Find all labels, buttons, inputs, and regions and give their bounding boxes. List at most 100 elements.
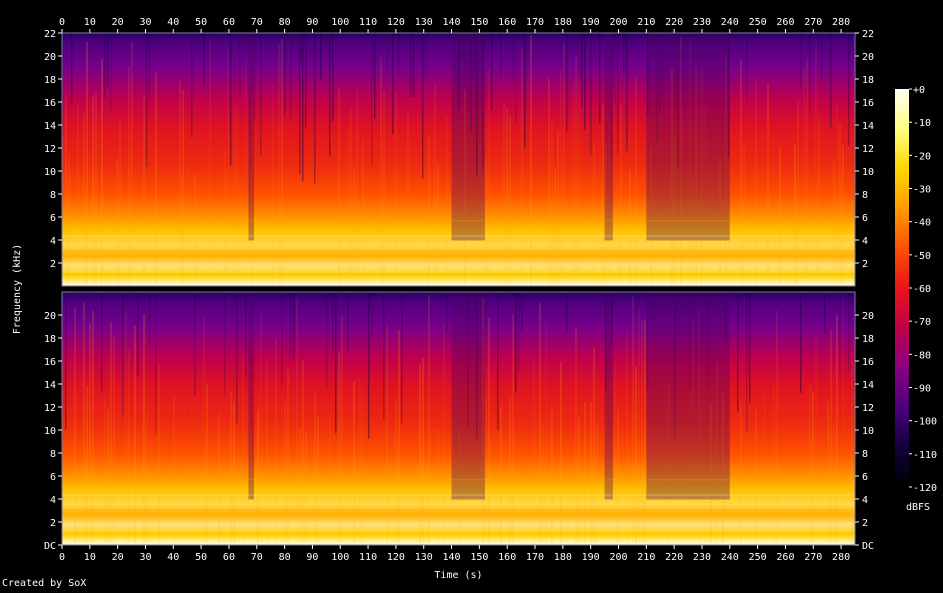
- x-tick-label-top: 250: [749, 17, 767, 28]
- y-tick-label-right: 16: [862, 357, 874, 368]
- x-tick-label-bottom: 100: [331, 552, 349, 563]
- y-tick-label-left: 8: [50, 449, 56, 460]
- y-tick-label-right: 12: [862, 403, 874, 414]
- channel-panel-2: [61, 291, 856, 546]
- x-tick-label-bottom: 130: [415, 552, 433, 563]
- x-tick-label-bottom: 280: [832, 552, 850, 563]
- colorbar-tick-label: -100: [913, 417, 937, 428]
- quiet-segments: [248, 292, 730, 500]
- x-tick-label-bottom: 10: [84, 552, 96, 563]
- x-tick-label-top: 120: [387, 17, 405, 28]
- x-tick-label-top: 10: [84, 17, 96, 28]
- x-tick-label-top: 60: [223, 17, 235, 28]
- y-tick-label-right: 6: [862, 213, 868, 224]
- x-tick-label-top: 150: [470, 17, 488, 28]
- y-tick-label-right: 22: [862, 29, 874, 40]
- y-tick-label-right: 12: [862, 144, 874, 155]
- x-tick-label-top: 90: [306, 17, 318, 28]
- x-tick-label-bottom: 60: [223, 552, 235, 563]
- y-tick-label-left: 2: [50, 259, 56, 270]
- x-tick-label-bottom: 0: [59, 552, 65, 563]
- x-tick-label-top: 220: [665, 17, 683, 28]
- y-tick-label-right: 10: [862, 167, 874, 178]
- y-tick-label-right: 6: [862, 472, 868, 483]
- y-tick-label-right: 2: [862, 518, 868, 529]
- y-tick-label-left: 12: [44, 144, 56, 155]
- y-tick-label-left: 6: [50, 213, 56, 224]
- colorbar-tick-label: -40: [913, 218, 931, 229]
- x-tick-label-bottom: 110: [359, 552, 377, 563]
- y-tick-label-right: 20: [862, 52, 874, 63]
- x-tick-label-top: 270: [804, 17, 822, 28]
- x-tick-label-bottom: 210: [637, 552, 655, 563]
- x-tick-label-bottom: 260: [776, 552, 794, 563]
- panel-frame: [61, 32, 856, 287]
- x-tick-label-bottom: 220: [665, 552, 683, 563]
- colorbar-tick-label: -20: [913, 151, 931, 162]
- y-tick-label-right: DC: [862, 541, 874, 552]
- x-tick-label-bottom: 230: [693, 552, 711, 563]
- channel-panel-1: [61, 32, 856, 287]
- x-tick-label-top: 190: [582, 17, 600, 28]
- y-tick-label-left: 16: [44, 98, 56, 109]
- y-tick-label-left: 20: [44, 311, 56, 322]
- x-tick-label-bottom: 190: [582, 552, 600, 563]
- x-tick-label-top: 280: [832, 17, 850, 28]
- colorbar-tick-label: -50: [913, 251, 931, 262]
- x-tick-label-top: 30: [139, 17, 151, 28]
- x-tick-label-top: 200: [609, 17, 627, 28]
- x-tick-label-bottom: 80: [279, 552, 291, 563]
- x-tick-label-bottom: 140: [443, 552, 461, 563]
- x-tick-label-top: 110: [359, 17, 377, 28]
- x-tick-label-top: 230: [693, 17, 711, 28]
- y-tick-label-right: 4: [862, 236, 868, 247]
- y-axis-right-ch1: 22 20 18 16 14 12 10 8 6 4 2: [855, 29, 874, 270]
- y-axis-title: Frequency (kHz): [12, 244, 23, 334]
- colorbar-tick-label: -70: [913, 317, 931, 328]
- x-tick-label-top: 50: [195, 17, 207, 28]
- x-tick-label-bottom: 240: [721, 552, 739, 563]
- y-tick-label-left: 10: [44, 167, 56, 178]
- x-tick-label-top: 160: [498, 17, 516, 28]
- x-tick-label-bottom: 40: [167, 552, 179, 563]
- y-axis-left-ch1: 22 20 18 16 14 12 10 8 6 4 2: [44, 29, 62, 270]
- y-tick-label-left: DC: [44, 541, 56, 552]
- y-tick-label-left: 14: [44, 380, 56, 391]
- x-tick-label-top: 20: [112, 17, 124, 28]
- colorbar-tick-label: -30: [913, 185, 931, 196]
- y-axis-right-ch2: 20 18 16 14 12 10 8 6 4 2 DC: [855, 311, 874, 552]
- y-tick-label-right: 14: [862, 380, 874, 391]
- x-tick-label-bottom: 30: [139, 552, 151, 563]
- x-tick-label-top: 100: [331, 17, 349, 28]
- y-tick-label-left: 4: [50, 495, 56, 506]
- x-tick-label-bottom: 90: [306, 552, 318, 563]
- x-tick-label-bottom: 70: [251, 552, 263, 563]
- y-tick-label-left: 16: [44, 357, 56, 368]
- y-tick-label-left: 4: [50, 236, 56, 247]
- colorbar-tick-label: +0: [913, 85, 925, 96]
- x-axis-top: 0 10 20 30 40 50 60 70 80 90 100 110 120 130 140 150 160…: [59, 17, 850, 33]
- x-tick-label-top: 70: [251, 17, 263, 28]
- colorbar: [895, 89, 909, 487]
- x-tick-label-top: 210: [637, 17, 655, 28]
- spectrogram-image: [62, 33, 855, 286]
- y-tick-label-left: 2: [50, 518, 56, 529]
- x-tick-label-bottom: 270: [804, 552, 822, 563]
- x-tick-label-bottom: 160: [498, 552, 516, 563]
- panel-frame: [61, 291, 856, 546]
- x-tick-label-bottom: 20: [112, 552, 124, 563]
- y-tick-label-right: 20: [862, 311, 874, 322]
- y-tick-label-right: 16: [862, 98, 874, 109]
- harmonic-bands: [62, 479, 855, 534]
- x-tick-label-top: 170: [526, 17, 544, 28]
- y-tick-label-left: 12: [44, 403, 56, 414]
- x-tick-label-top: 40: [167, 17, 179, 28]
- x-tick-label-bottom: 120: [387, 552, 405, 563]
- y-tick-label-left: 10: [44, 426, 56, 437]
- y-tick-label-left: 14: [44, 121, 56, 132]
- x-tick-label-bottom: 170: [526, 552, 544, 563]
- colorbar-tick-label: -60: [913, 284, 931, 295]
- y-tick-label-left: 18: [44, 334, 56, 345]
- quiet-segments: [248, 33, 730, 241]
- spectrogram-image: [62, 292, 855, 545]
